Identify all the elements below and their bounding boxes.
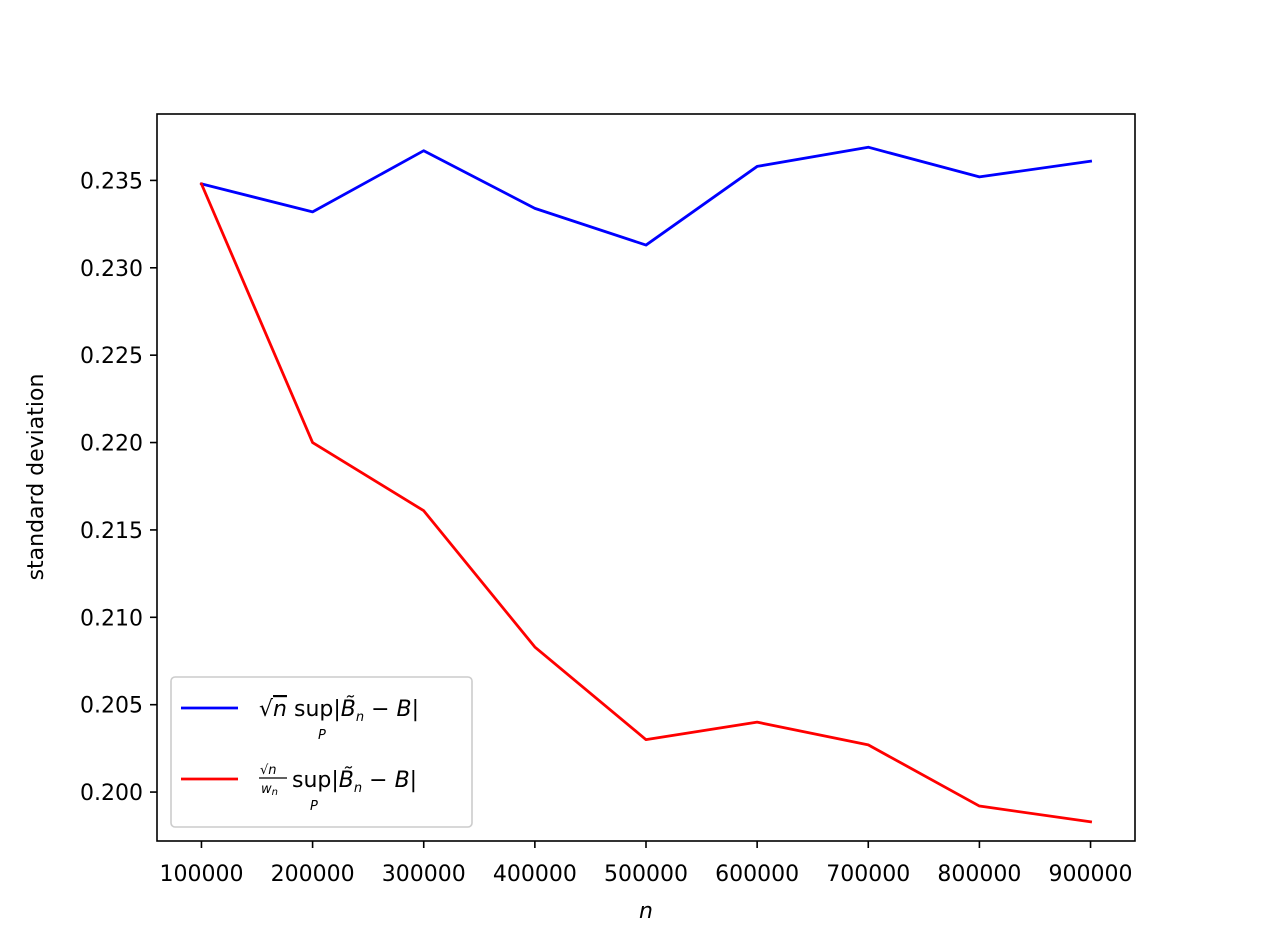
y-tick-label: 0.205 bbox=[80, 694, 143, 719]
x-axis: 100000 200000 300000 400000 500000 600000 7000… bbox=[159, 841, 1133, 887]
svg-text:√n: √n bbox=[260, 763, 277, 778]
series-layer bbox=[199, 145, 1093, 824]
y-tick-label: 0.200 bbox=[80, 781, 143, 806]
y-tick-label: 0.215 bbox=[80, 519, 143, 544]
svg-text:sup|B̃n − B|: sup|B̃n − B| bbox=[292, 767, 417, 796]
x-tick-label: 200000 bbox=[271, 862, 355, 887]
legend-box bbox=[170, 676, 473, 828]
y-axis-label: standard deviation bbox=[24, 374, 49, 581]
x-tick-label: 900000 bbox=[1049, 862, 1133, 887]
x-axis-label: n bbox=[639, 899, 653, 924]
y-tick-label: 0.230 bbox=[80, 257, 143, 282]
y-axis: 0.200 0.205 0.210 0.215 0.220 0.225 0.230 0.235 bbox=[80, 169, 157, 806]
x-tick-label: 700000 bbox=[826, 862, 910, 887]
y-tick-label: 0.210 bbox=[80, 606, 143, 631]
svg-text:√n sup|B̃n − B|: √n sup|B̃n − B| bbox=[259, 696, 419, 725]
series-line-1 bbox=[199, 145, 1093, 247]
y-tick-label: 0.220 bbox=[80, 432, 143, 457]
x-tick-label: 100000 bbox=[159, 862, 243, 887]
y-tick-label: 0.235 bbox=[80, 169, 143, 194]
legend: √n sup|B̃n − B| P √n wn sup|B̃n − B| P bbox=[170, 676, 473, 828]
x-tick-label: 500000 bbox=[604, 862, 688, 887]
x-tick-label: 600000 bbox=[715, 862, 799, 887]
x-tick-label: 800000 bbox=[937, 862, 1021, 887]
y-tick-label: 0.225 bbox=[80, 344, 143, 369]
legend-label-series-1: √n sup|B̃n − B| P bbox=[259, 696, 419, 743]
svg-text:P: P bbox=[310, 799, 318, 814]
svg-text:P: P bbox=[318, 728, 326, 743]
x-tick-label: 400000 bbox=[493, 862, 577, 887]
series-line-2 bbox=[199, 182, 1093, 824]
legend-label-series-2: √n wn sup|B̃n − B| P bbox=[259, 763, 417, 814]
x-tick-label: 300000 bbox=[382, 862, 466, 887]
